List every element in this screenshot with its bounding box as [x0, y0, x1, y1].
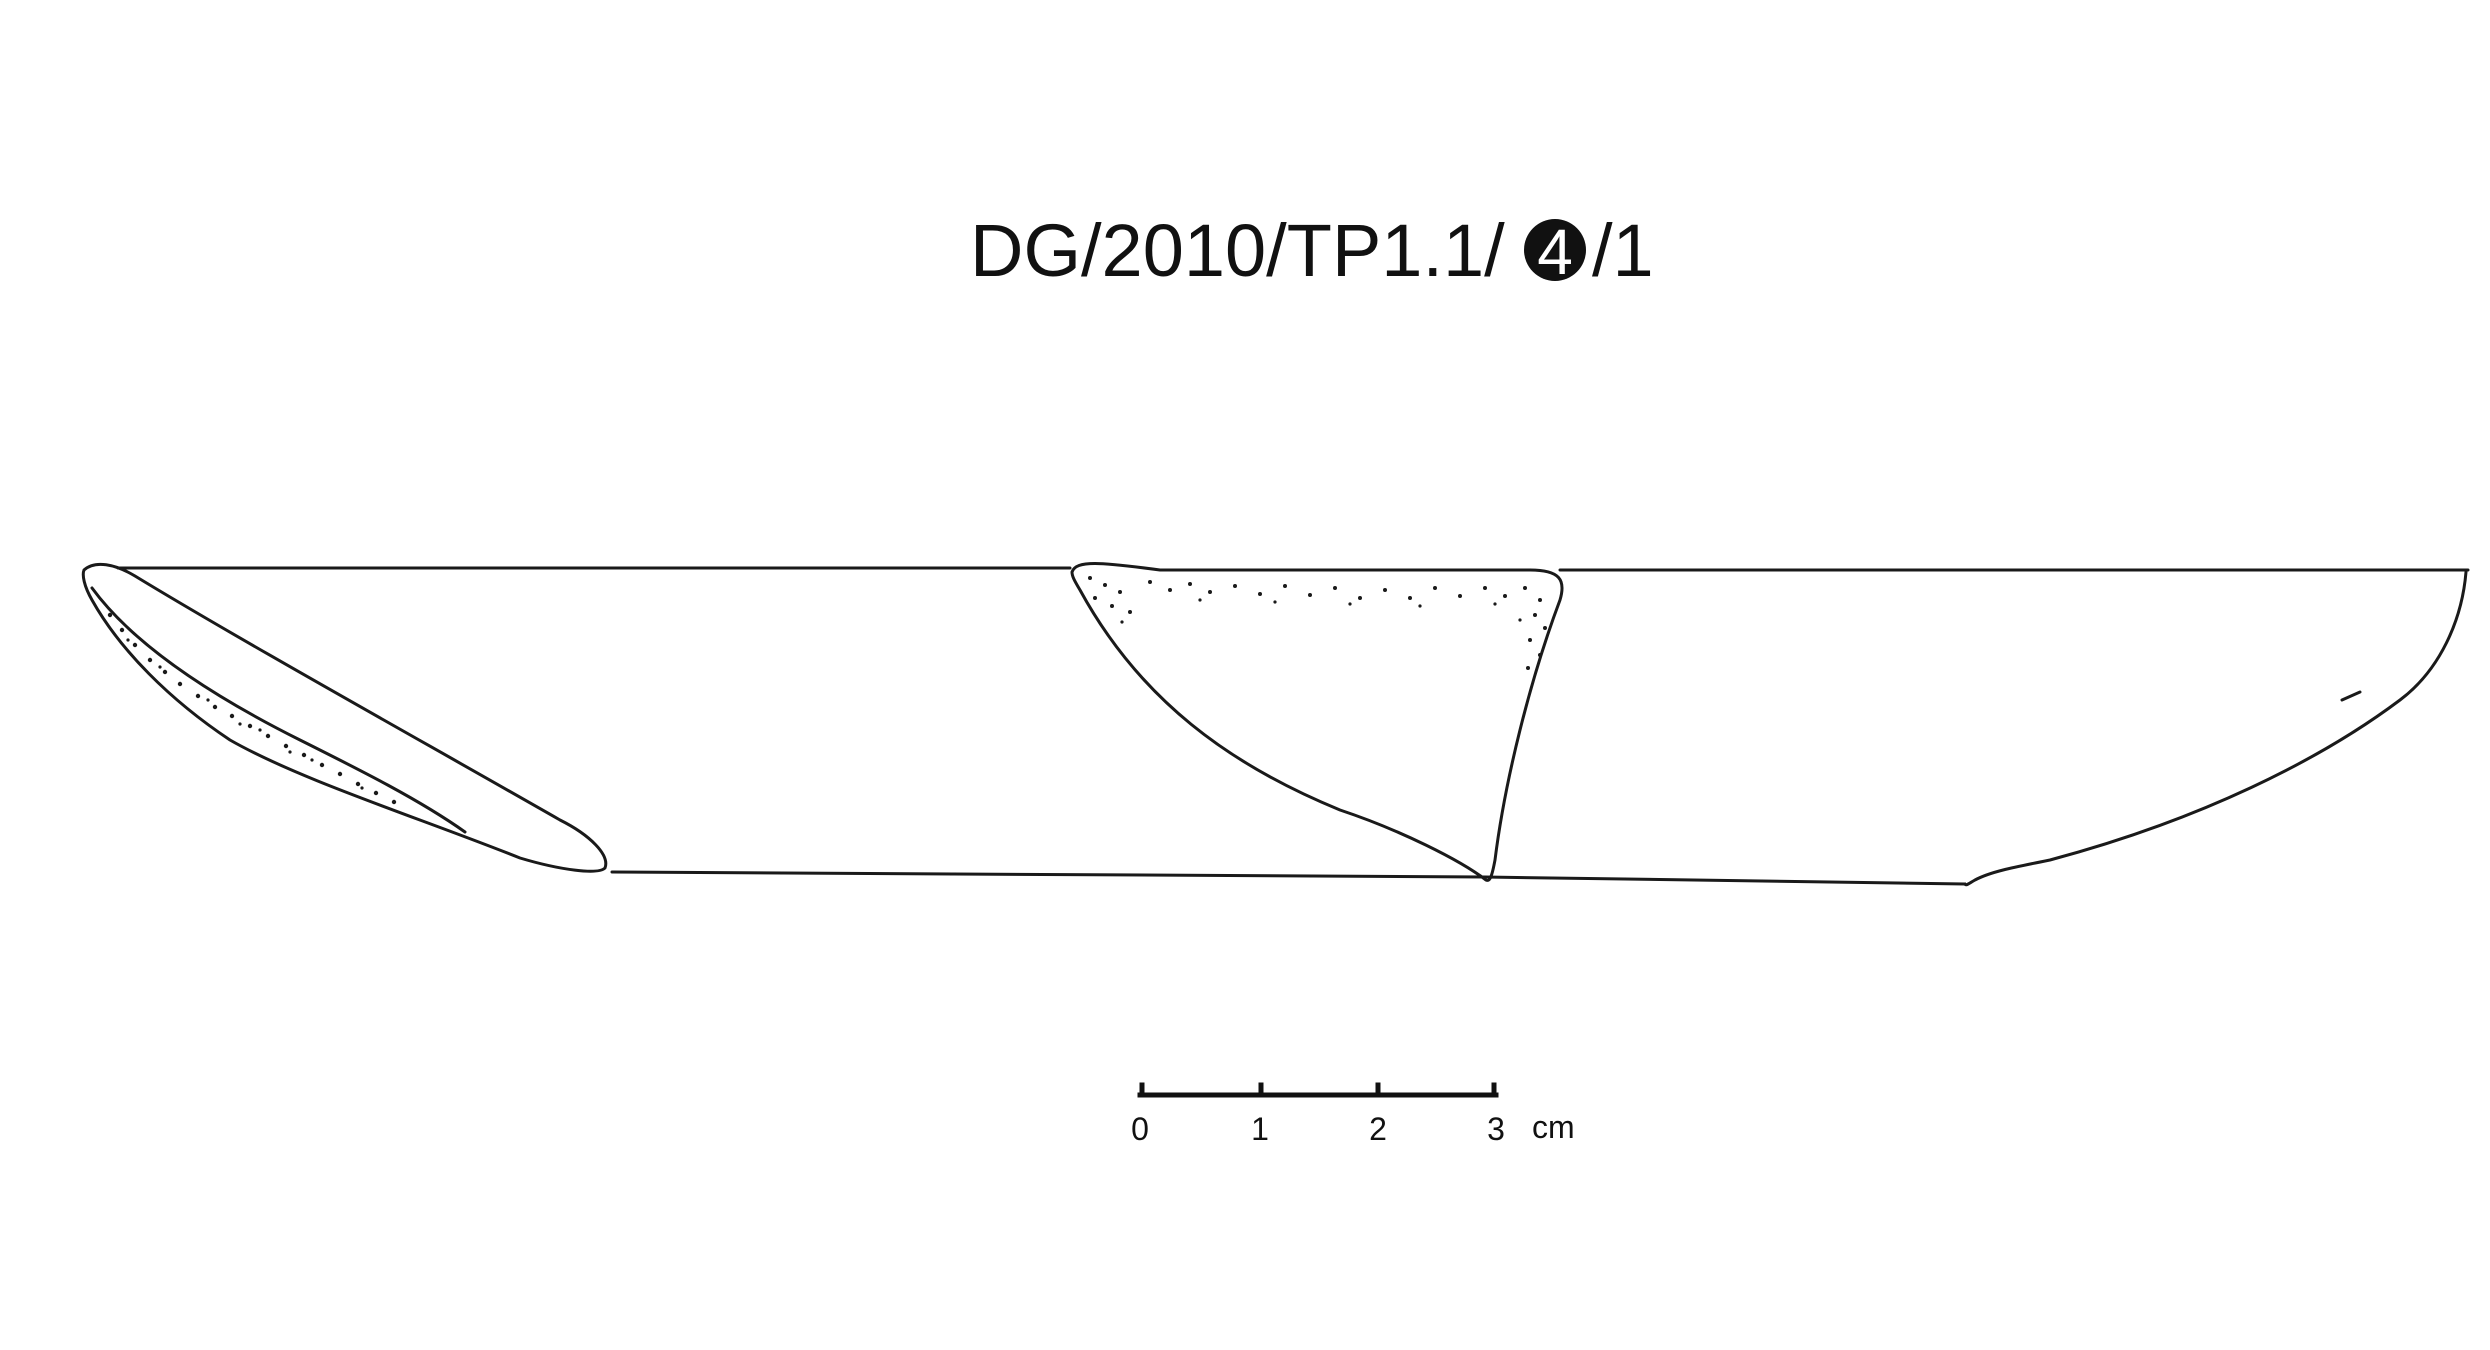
catalogue-number: DG/2010/TP1.1/ 4 /1 [970, 209, 1654, 292]
sherd-outline [1070, 562, 1564, 882]
right-wall-mark [2340, 690, 2362, 702]
left-section-inner-line [90, 586, 467, 834]
base-line [610, 870, 1967, 886]
circled-layer-number: 4 [1524, 216, 1586, 288]
catalogue-number-prefix: DG/2010/TP1.1/ [970, 209, 1505, 292]
circled-number-digit: 4 [1537, 216, 1573, 288]
scale-bar: 0 1 2 3 cm [1131, 1082, 1575, 1147]
sherd-rim-stipple [1088, 576, 1547, 670]
scale-unit-label: cm [1532, 1109, 1575, 1145]
vessel-profile [81, 562, 2470, 887]
left-section-stipple [107, 612, 397, 805]
scale-tick-label-0: 0 [1131, 1111, 1149, 1147]
circled-number-disc [1524, 219, 1586, 281]
left-section-outline [81, 562, 608, 873]
scale-tick-label-3: 3 [1487, 1111, 1505, 1147]
scale-tick-label-1: 1 [1251, 1111, 1269, 1147]
scale-tick-label-2: 2 [1369, 1111, 1387, 1147]
right-wall-profile [1963, 570, 2468, 887]
catalogue-number-suffix: /1 [1592, 209, 1654, 292]
